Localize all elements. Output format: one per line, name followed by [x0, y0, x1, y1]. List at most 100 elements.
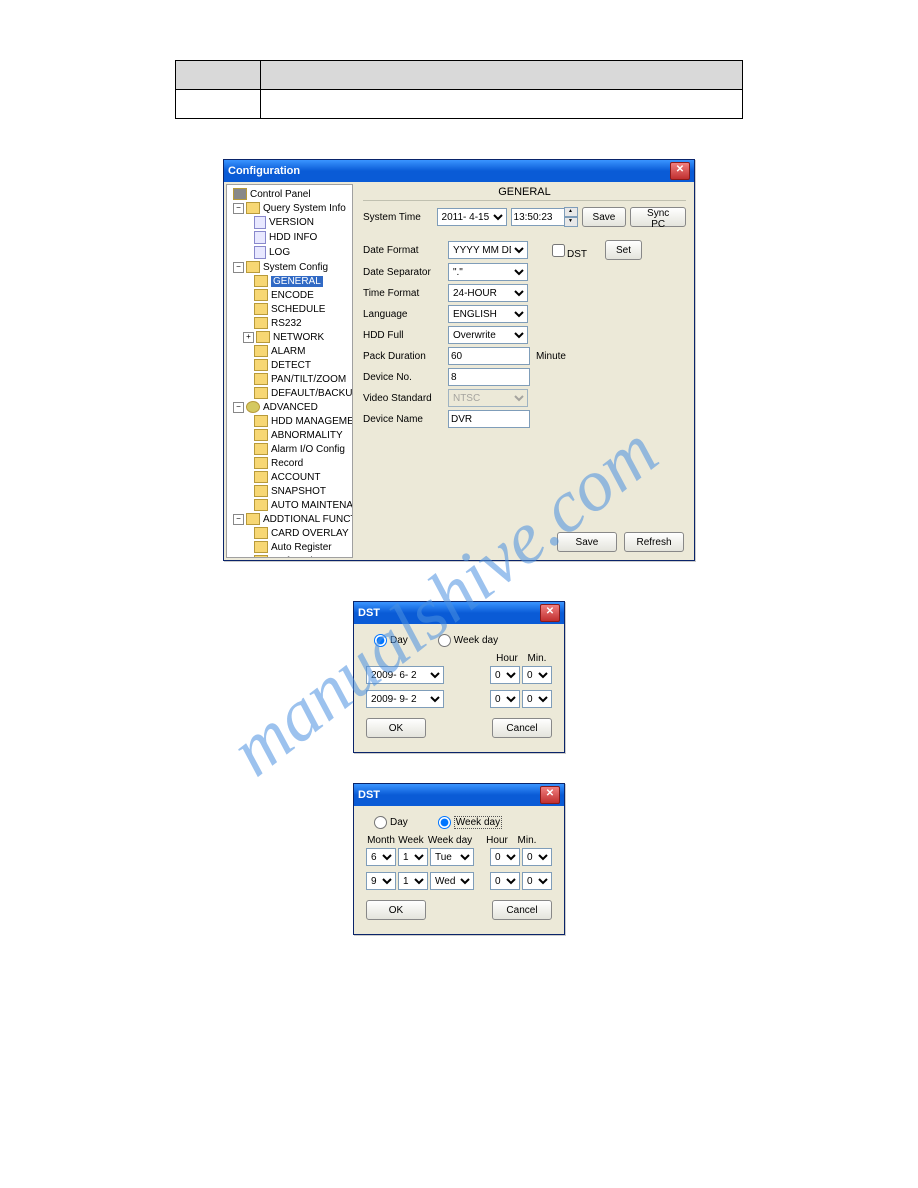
time-format-select[interactable]: 24-HOUR	[448, 284, 528, 302]
tree-node-alarmio[interactable]: Alarm I/O Config	[229, 442, 350, 456]
tree-node-autoreg[interactable]: Auto Register	[229, 540, 350, 554]
radio-weekday[interactable]	[438, 634, 451, 647]
refresh-button[interactable]: Refresh	[624, 532, 684, 552]
label-weekday: Week day	[454, 635, 498, 646]
start-min-select[interactable]: 0	[522, 666, 552, 684]
sync-pc-button[interactable]: Sync PC	[630, 207, 686, 227]
tree-node-default[interactable]: DEFAULT/BACKUP	[229, 386, 350, 400]
titlebar: DST ✕	[354, 784, 564, 806]
tree-node-cardoverlay[interactable]: CARD OVERLAY	[229, 526, 350, 540]
end-month-select[interactable]: 9	[366, 872, 396, 890]
tree-node-record[interactable]: Record	[229, 456, 350, 470]
start-week-select[interactable]: 1	[398, 848, 428, 866]
start-date-select[interactable]: 2009- 6- 2	[366, 666, 444, 684]
tree-node-hddinfo[interactable]: HDD INFO	[229, 230, 350, 245]
tree-node-network[interactable]: +NETWORK	[229, 330, 350, 344]
system-date-select[interactable]: 2011- 4-15	[437, 208, 507, 226]
header-month: Month	[366, 835, 396, 846]
window-title: DST	[358, 607, 380, 619]
tree-node-ptz[interactable]: PAN/TILT/ZOOM	[229, 372, 350, 386]
tree-node-query[interactable]: −Query System Info	[229, 201, 350, 215]
label-weekday: Week day	[454, 816, 502, 829]
header-min: Min.	[522, 653, 552, 664]
radio-day[interactable]	[374, 634, 387, 647]
tree-node-sysconfig[interactable]: −System Config	[229, 260, 350, 274]
tree-node-rs232[interactable]: RS232	[229, 316, 350, 330]
date-sep-select[interactable]: "."	[448, 263, 528, 281]
label-date-sep: Date Separator	[363, 267, 448, 278]
tree-node-encode[interactable]: ENCODE	[229, 288, 350, 302]
tree-node-general[interactable]: GENERAL	[229, 274, 350, 288]
save-button[interactable]: Save	[557, 532, 617, 552]
tree-node-automaint[interactable]: AUTO MAINTENANCE	[229, 498, 350, 512]
ok-button[interactable]: OK	[366, 900, 426, 920]
tree-node-schedule[interactable]: SCHEDULE	[229, 302, 350, 316]
end-hour-select[interactable]: 0	[490, 872, 520, 890]
label-minute: Minute	[536, 351, 566, 362]
dst-checkbox[interactable]	[552, 244, 565, 257]
video-standard-select: NTSC	[448, 389, 528, 407]
configuration-window: Configuration ✕ Control Panel −Query Sys…	[223, 159, 695, 561]
tree-node-advanced[interactable]: −ADVANCED	[229, 400, 350, 414]
system-time-input[interactable]	[511, 208, 565, 226]
date-format-select[interactable]: YYYY MM DD	[448, 241, 528, 259]
tree-node-account[interactable]: ACCOUNT	[229, 470, 350, 484]
end-hour-select[interactable]: 0	[490, 690, 520, 708]
label-date-format: Date Format	[363, 245, 448, 256]
language-select[interactable]: ENGLISH	[448, 305, 528, 323]
dst-window-day: DST ✕ Day Week day Hour Min. 2009- 6- 2 …	[353, 601, 565, 753]
tree-node-prefdns[interactable]: Preferred DNS	[229, 554, 350, 558]
close-button[interactable]: ✕	[670, 162, 690, 180]
end-min-select[interactable]: 0	[522, 690, 552, 708]
tree-node-abnormality[interactable]: ABNORMALITY	[229, 428, 350, 442]
tree-node-hddmgmt[interactable]: HDD MANAGEMENT	[229, 414, 350, 428]
end-date-select[interactable]: 2009- 9- 2	[366, 690, 444, 708]
label-time-format: Time Format	[363, 288, 448, 299]
form-panel: GENERAL System Time 2011- 4-15 ▲▼ Save S…	[355, 182, 694, 560]
nav-tree[interactable]: Control Panel −Query System Info VERSION…	[226, 184, 353, 558]
header-week: Week	[396, 835, 426, 846]
cancel-button[interactable]: Cancel	[492, 900, 552, 920]
label-day: Day	[390, 817, 408, 828]
tree-node-log[interactable]: LOG	[229, 245, 350, 260]
ok-button[interactable]: OK	[366, 718, 426, 738]
label-system-time: System Time	[363, 212, 437, 223]
save-time-button[interactable]: Save	[582, 207, 627, 227]
start-month-select[interactable]: 6	[366, 848, 396, 866]
label-day: Day	[390, 635, 408, 646]
close-button[interactable]: ✕	[540, 786, 560, 804]
header-hour: Hour	[482, 835, 512, 846]
device-no-input[interactable]	[448, 368, 530, 386]
label-video-standard: Video Standard	[363, 393, 448, 404]
label-hdd-full: HDD Full	[363, 330, 448, 341]
tree-node-snapshot[interactable]: SNAPSHOT	[229, 484, 350, 498]
radio-weekday[interactable]	[438, 816, 451, 829]
start-hour-select[interactable]: 0	[490, 666, 520, 684]
end-min-select[interactable]: 0	[522, 872, 552, 890]
radio-day[interactable]	[374, 816, 387, 829]
pack-duration-input[interactable]	[448, 347, 530, 365]
titlebar: Configuration ✕	[224, 160, 694, 182]
tree-node-alarm[interactable]: ALARM	[229, 344, 350, 358]
start-hour-select[interactable]: 0	[490, 848, 520, 866]
time-spinner[interactable]: ▲▼	[564, 207, 578, 227]
table-cell	[176, 61, 261, 90]
header-hour: Hour	[492, 653, 522, 664]
end-weekday-select[interactable]: Wed	[430, 872, 474, 890]
cancel-button[interactable]: Cancel	[492, 718, 552, 738]
window-title: Configuration	[228, 165, 300, 177]
start-weekday-select[interactable]: Tue	[430, 848, 474, 866]
end-week-select[interactable]: 1	[398, 872, 428, 890]
label-device-no: Device No.	[363, 372, 448, 383]
device-name-input[interactable]	[448, 410, 530, 428]
tree-node-detect[interactable]: DETECT	[229, 358, 350, 372]
tree-root[interactable]: Control Panel	[229, 187, 350, 201]
set-button[interactable]: Set	[605, 240, 642, 260]
tree-node-version[interactable]: VERSION	[229, 215, 350, 230]
header-min: Min.	[512, 835, 542, 846]
label-dst: DST	[567, 249, 587, 260]
close-button[interactable]: ✕	[540, 604, 560, 622]
hdd-full-select[interactable]: Overwrite	[448, 326, 528, 344]
start-min-select[interactable]: 0	[522, 848, 552, 866]
tree-node-addfunc[interactable]: −ADDTIONAL FUNCTION	[229, 512, 350, 526]
